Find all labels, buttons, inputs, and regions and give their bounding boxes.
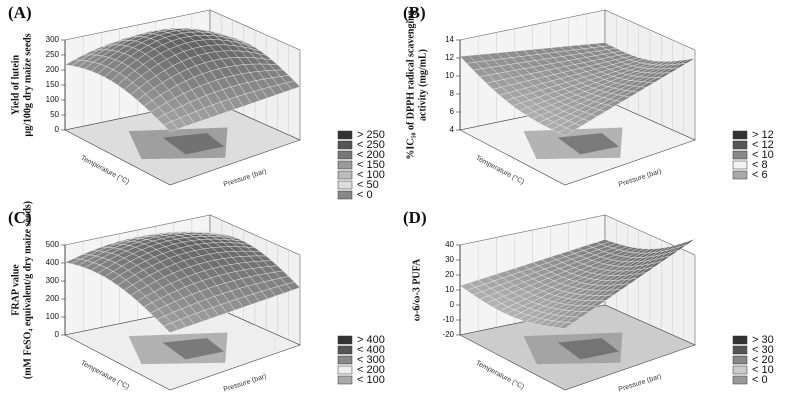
y-title: Pressure (bar) [223,373,268,393]
legend-label: < 150 [357,159,385,171]
z-tick-label: 50 [50,110,59,119]
legend-label: > 400 [357,334,385,346]
z-tick-label: 0 [450,300,455,309]
legend-swatch [732,345,748,355]
legend-swatch [337,140,353,150]
panel: 0 50 100 150 200 250 300 (A) Yield of lutein µg/1… [8,3,385,201]
legend-label: < 30 [752,344,774,356]
legend-label: < 10 [752,149,774,161]
z-title: Yield of lutein [10,54,21,115]
z-title: activity (mg/mL) [417,49,428,121]
legend-label: < 0 [752,374,768,386]
legend-swatch [337,335,353,345]
legend-label: < 100 [357,169,385,181]
z-tick-label: 400 [46,258,60,267]
z-tick-label: -10 [442,315,454,324]
panel: 4 6 8 10 12 14 (B)%IC₅₀ of DPPH radical scaven… [403,3,774,189]
legend-swatch [337,150,353,160]
legend-swatch [337,130,353,140]
legend-label: < 200 [357,149,385,161]
legend-label: > 30 [752,334,774,346]
z-title: (mM FeSO₄ equivalent/g dry maize seeds) [22,201,33,379]
floor-contour [162,133,224,155]
legend-swatch [337,355,353,365]
legend-label: < 10 [752,364,774,376]
z-tick-label: 300 [46,276,60,285]
z-tick-label: 10 [445,71,454,80]
legend-label: < 400 [357,344,385,356]
z-tick-label: 30 [445,255,454,264]
z-tick-label: 14 [445,35,454,44]
legend-label: < 250 [357,139,385,151]
z-tick-label: 200 [46,65,60,74]
legend-swatch [732,170,748,180]
z-tick-label: 250 [46,50,60,59]
y-title: Pressure (bar) [618,373,663,393]
z-tick-label: 100 [46,312,60,321]
z-tick-label: 0 [55,330,60,339]
z-tick-label: 6 [450,107,455,116]
panel: 0 100 200 300 400 500 (C) FRAP value (mM FeSO₄ e… [8,201,385,394]
y-title: Pressure (bar) [618,168,663,188]
legend-label: < 8 [752,159,768,171]
panel-label: (B) [403,3,426,22]
z-tick-label: 4 [450,125,455,134]
z-tick-label: -20 [442,330,454,339]
z-tick-label: 10 [445,285,454,294]
legend-label: < 200 [357,364,385,376]
legend-swatch [337,170,353,180]
legend-label: < 20 [752,354,774,366]
legend-swatch [732,140,748,150]
z-title: FRAP value [10,264,21,316]
surface-cell [681,238,696,247]
legend-swatch [732,365,748,375]
floor-contour [557,338,619,360]
legend-swatch [732,355,748,365]
surface-cell [163,121,179,132]
panel-label: (D) [403,208,427,227]
z-tick-label: 40 [445,240,454,249]
legend-label: < 6 [752,169,768,181]
z-tick-label: 500 [46,240,60,249]
z-title: ω-6/ω-3 PUFA [411,258,422,321]
panel-label: (A) [8,3,32,22]
legend-label: > 12 [752,129,774,141]
legend-swatch [732,375,748,385]
z-title: µg/100g dry maize seeds [22,33,33,136]
z-tick-label: 20 [445,270,454,279]
z-tick-label: 150 [46,80,60,89]
legend-swatch [732,150,748,160]
legend-swatch [337,180,353,190]
surface-cell [557,127,574,136]
z-tick-label: 100 [46,95,60,104]
panel-label: (C) [8,208,32,227]
surface-cell [557,322,574,329]
legend-label: < 300 [357,354,385,366]
legend-swatch [732,160,748,170]
z-tick-label: 0 [55,125,60,134]
y-title: Pressure (bar) [223,168,268,188]
legend-swatch [337,190,353,200]
z-tick-label: 300 [46,35,60,44]
legend-swatch [732,335,748,345]
legend-label: < 12 [752,139,774,151]
floor-contour [162,338,224,360]
legend-swatch [337,365,353,375]
legend-swatch [732,130,748,140]
z-tick-label: 12 [445,53,454,62]
floor-contour [557,133,619,155]
legend-label: < 50 [357,179,379,191]
legend-swatch [337,160,353,170]
z-tick-label: 200 [46,294,60,303]
legend-swatch [337,345,353,355]
legend-label: > 250 [357,129,385,141]
z-tick-label: 8 [450,89,455,98]
legend-swatch [337,375,353,385]
surface-cell [163,322,179,333]
legend-label: < 100 [357,374,385,386]
z-title: %IC₅₀ of DPPH radical scavenging [405,10,416,159]
legend-label: < 0 [357,189,373,201]
